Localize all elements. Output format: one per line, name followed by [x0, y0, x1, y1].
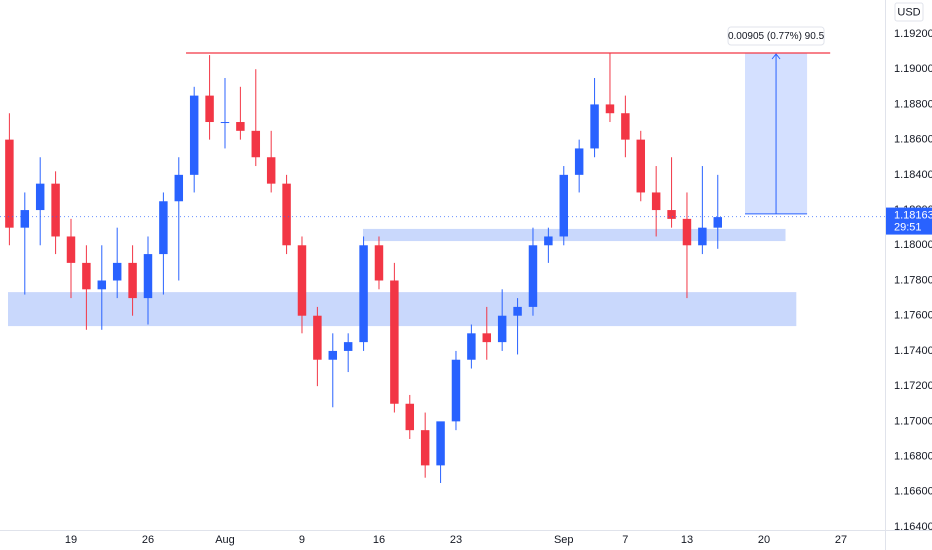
candle-body — [698, 227, 707, 246]
candle-body — [205, 95, 214, 123]
y-tick-label: 1.16600 — [894, 486, 932, 498]
candle-body — [236, 122, 245, 131]
candle-body — [20, 210, 30, 228]
candle-body — [313, 315, 322, 360]
x-tick-label: 27 — [835, 534, 847, 546]
y-tick-label: 1.18800 — [894, 98, 932, 110]
y-tick-label: 1.19200 — [894, 28, 932, 40]
y-tick-label: 1.17800 — [894, 274, 932, 286]
zone — [362, 228, 786, 242]
candle-body — [174, 174, 184, 202]
candle-body — [112, 262, 122, 281]
candle-body — [266, 157, 276, 184]
last-price-label: 1.18163 — [894, 209, 932, 221]
candle-body — [667, 210, 676, 219]
candle-body — [682, 218, 692, 246]
candle-body — [282, 183, 291, 246]
y-tick-label: 1.17400 — [894, 345, 932, 357]
candle-body — [420, 430, 430, 466]
candle-body — [97, 280, 107, 290]
measure-label: 0.00905 (0.77%) 90.5 — [728, 31, 825, 42]
candle-body — [713, 217, 722, 228]
y-tick-label: 1.18000 — [894, 239, 932, 251]
candle-body — [343, 342, 353, 351]
candle-body — [467, 333, 476, 360]
candle-body — [621, 113, 630, 140]
measure-label-box — [727, 26, 825, 46]
x-tick-label: 16 — [373, 534, 385, 546]
candle-body — [82, 262, 91, 290]
candle-body — [574, 148, 584, 175]
x-tick-label: 19 — [65, 534, 77, 546]
candle-body — [374, 245, 384, 281]
x-tick-label: 13 — [681, 534, 693, 546]
candle-body — [405, 403, 415, 431]
y-tick-label: 1.19000 — [894, 63, 932, 75]
y-tick-label: 1.17600 — [894, 310, 932, 322]
candle-body — [51, 183, 60, 237]
x-tick-label: Sep — [554, 534, 574, 546]
candle-body — [559, 174, 569, 237]
candle-body — [35, 183, 45, 211]
x-tick-label: 9 — [299, 534, 305, 546]
x-tick-label: 23 — [450, 534, 462, 546]
candle-body — [513, 306, 522, 316]
y-tick-label: 1.18400 — [894, 169, 932, 181]
candle-body — [128, 262, 137, 299]
candle-body — [605, 104, 615, 114]
y-tick-label: 1.17000 — [894, 415, 932, 427]
y-tick-label: 1.17200 — [894, 380, 932, 392]
candle-body — [328, 350, 338, 360]
candle-body — [544, 236, 553, 246]
candle-body — [159, 201, 168, 255]
zone — [8, 292, 797, 327]
plot-area: 0.00905 (0.77%) 90.5 — [0, 26, 885, 483]
x-tick-label: Aug — [215, 534, 235, 546]
candle-body — [390, 280, 399, 404]
candle-body — [297, 245, 307, 316]
candle-body — [143, 254, 153, 299]
currency-label: USD — [897, 6, 920, 18]
candle-body — [651, 192, 661, 211]
candle-body — [220, 122, 230, 124]
candle-body — [189, 95, 199, 175]
candle-body — [359, 245, 368, 343]
countdown-label: 29:51 — [894, 221, 922, 233]
candle-body — [66, 236, 76, 263]
y-tick-label: 1.16400 — [894, 521, 932, 533]
last-price-badge — [886, 207, 932, 235]
measure-arrowhead — [771, 53, 781, 60]
x-tick-label: 7 — [622, 534, 628, 546]
candle-body — [251, 130, 261, 158]
y-tick-label: 1.18600 — [894, 134, 932, 146]
candle-body — [436, 421, 445, 466]
currency-badge[interactable] — [894, 2, 924, 22]
candle-body — [497, 315, 507, 343]
candle-body — [5, 139, 14, 228]
candle-body — [451, 359, 461, 422]
candle-body — [636, 139, 646, 193]
x-tick-label: 26 — [142, 534, 154, 546]
candle-body — [590, 104, 599, 149]
candle-body — [482, 333, 492, 343]
y-tick-label: 1.16800 — [894, 450, 932, 462]
x-tick-label: 20 — [758, 534, 770, 546]
candle-body — [528, 245, 538, 307]
